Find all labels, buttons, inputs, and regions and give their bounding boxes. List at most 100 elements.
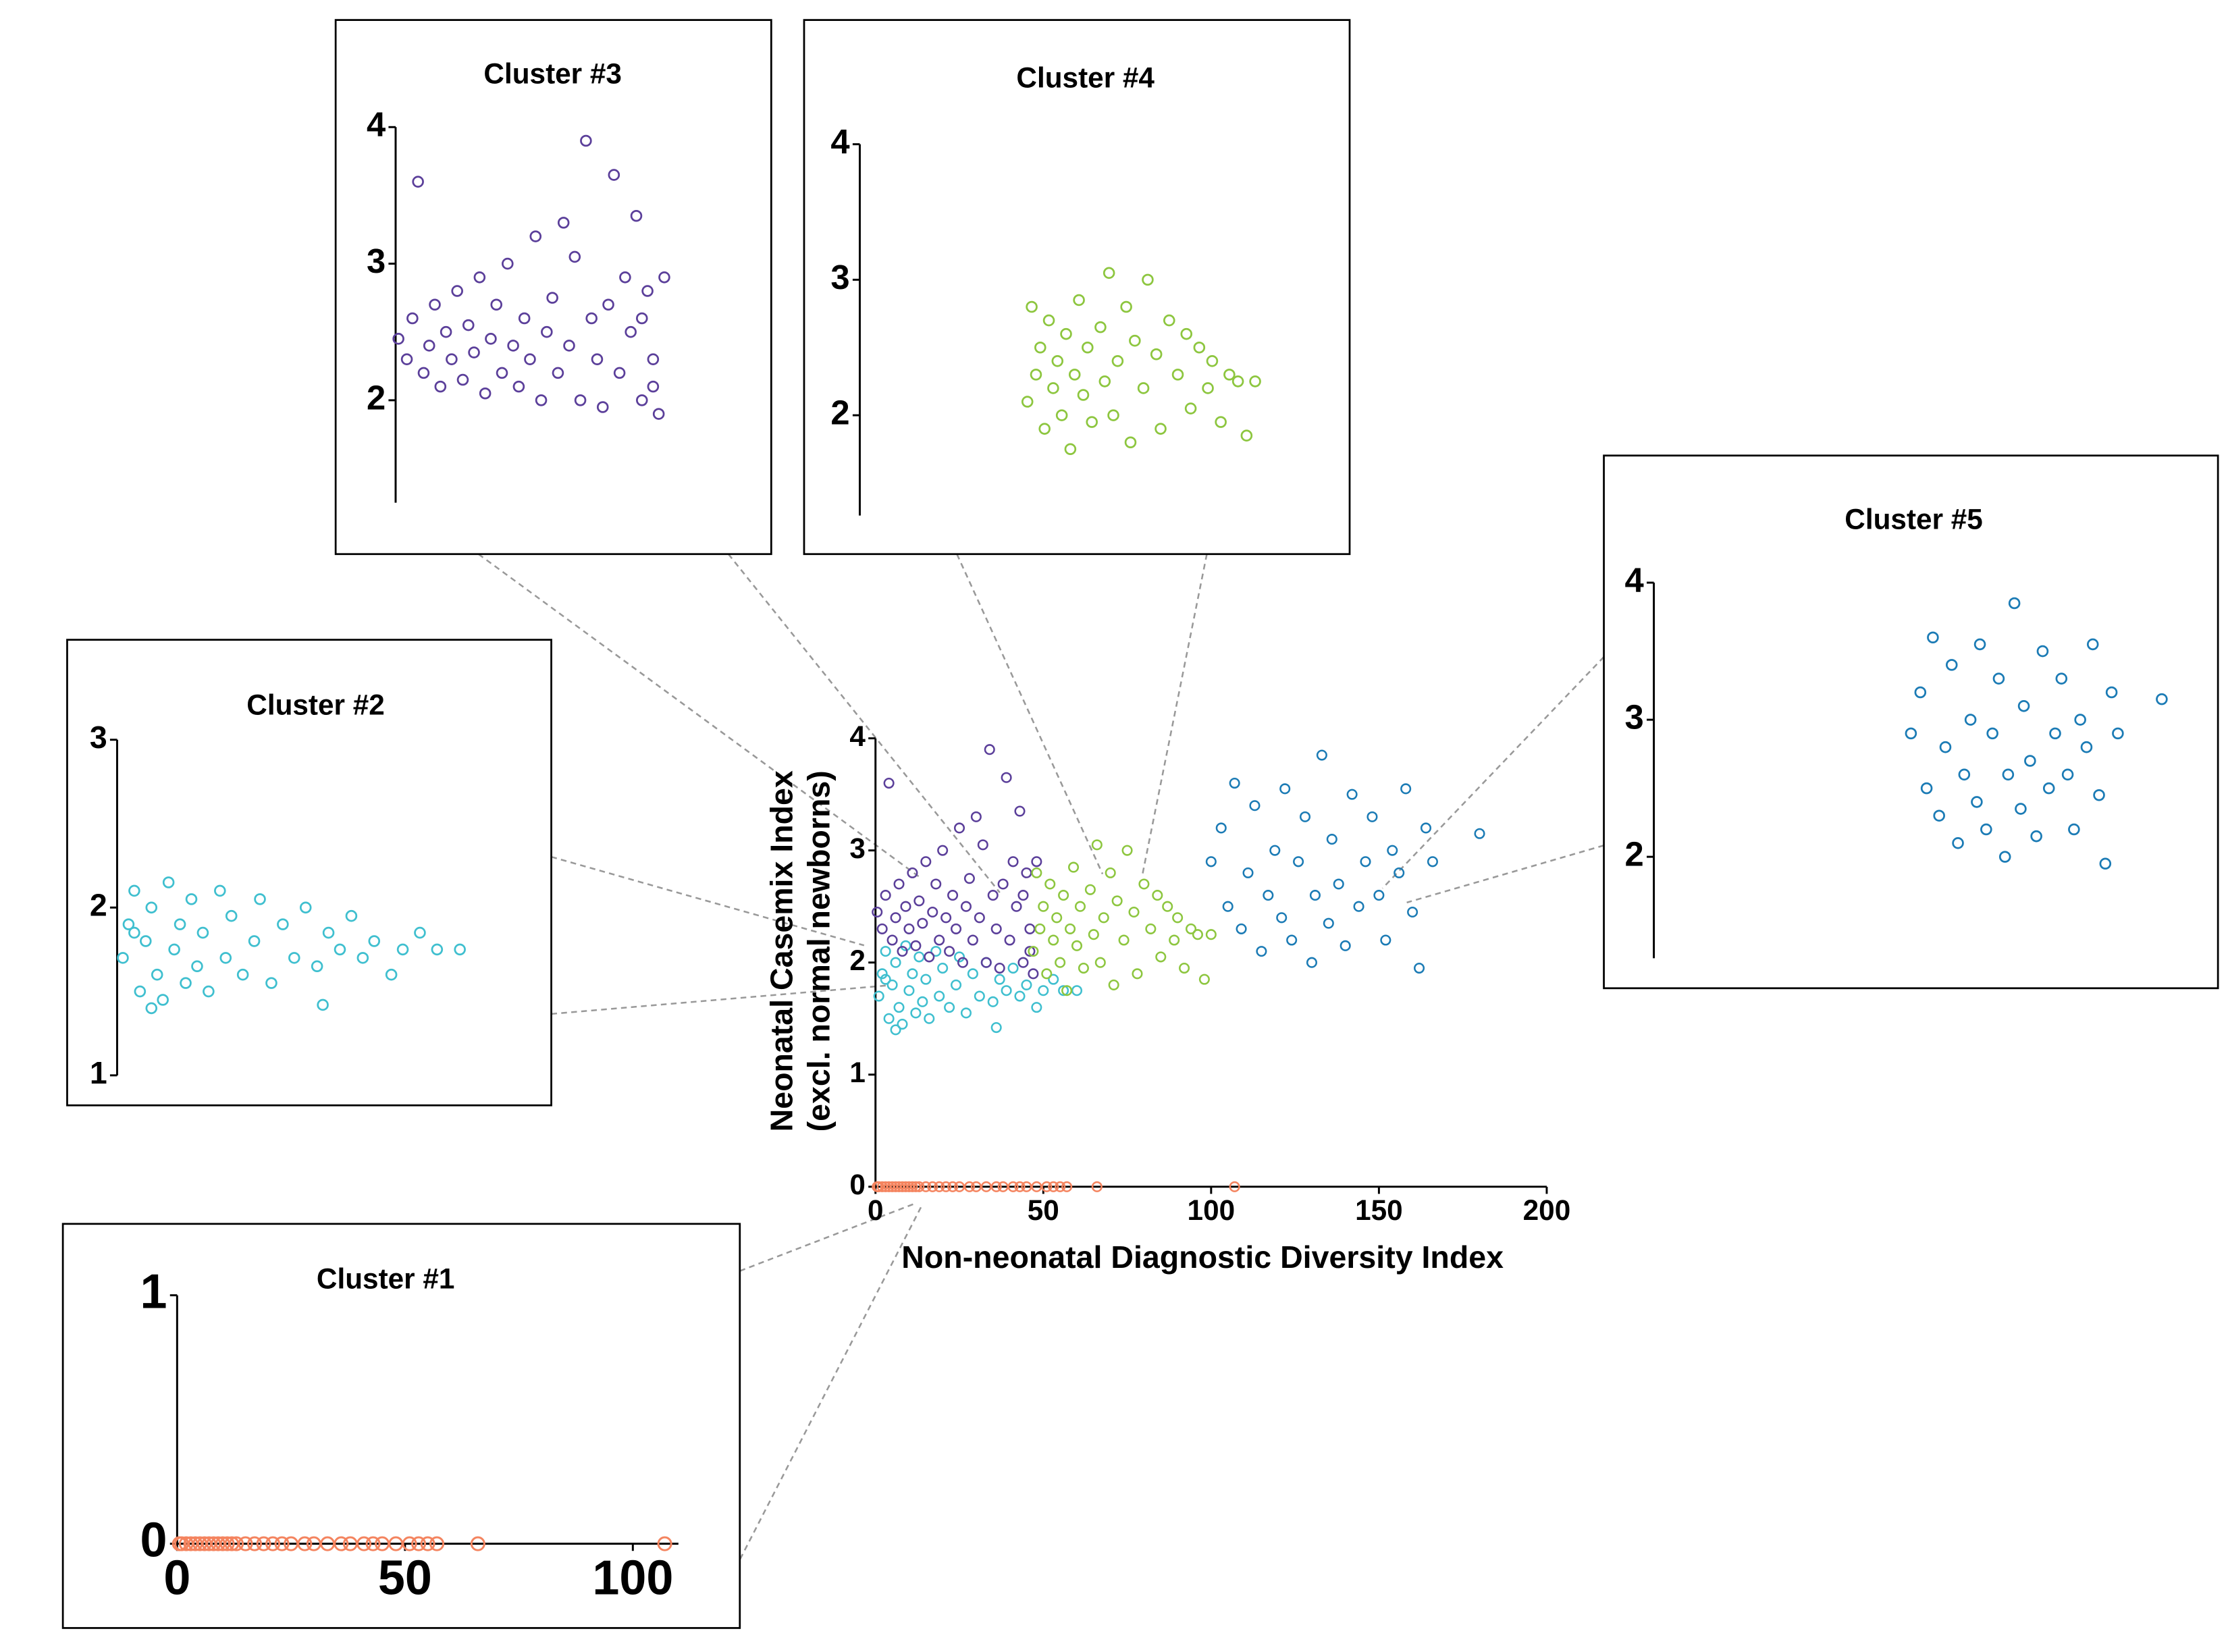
- point: [151, 968, 163, 981]
- point: [934, 934, 945, 946]
- point: [886, 1181, 898, 1192]
- point: [900, 1181, 911, 1192]
- point: [893, 1181, 905, 1192]
- point: [994, 962, 1005, 974]
- point: [1306, 957, 1318, 968]
- point: [930, 946, 942, 957]
- point: [1007, 1181, 1019, 1192]
- point: [1071, 940, 1083, 951]
- point: [1061, 985, 1073, 996]
- point: [873, 1181, 884, 1192]
- point: [1180, 327, 1193, 340]
- point: [1031, 856, 1042, 868]
- point: [2024, 755, 2036, 767]
- point: [1263, 890, 1274, 901]
- point: [180, 977, 192, 989]
- point: [970, 811, 982, 822]
- point: [910, 1181, 922, 1192]
- point: [580, 134, 592, 147]
- point: [1185, 923, 1197, 934]
- point: [417, 367, 430, 379]
- point: [1971, 796, 1983, 808]
- point: [657, 1536, 672, 1551]
- point: [507, 340, 519, 352]
- point: [265, 1536, 281, 1551]
- point: [1091, 839, 1103, 851]
- point: [880, 974, 891, 985]
- point: [920, 974, 932, 985]
- point: [1031, 1002, 1042, 1013]
- y-tick-label: 1: [849, 1057, 866, 1088]
- point: [128, 884, 140, 897]
- chart-title: Cluster #5: [1845, 503, 1983, 535]
- point: [1004, 934, 1015, 946]
- point: [1051, 355, 1064, 367]
- point: [468, 346, 480, 358]
- connector: [1142, 554, 1208, 874]
- point: [1231, 375, 1244, 388]
- series: [1028, 839, 1217, 996]
- y-tick-label: 3: [367, 242, 386, 280]
- point: [953, 951, 965, 963]
- point: [1048, 1181, 1059, 1192]
- x-tick-label: 150: [1355, 1194, 1403, 1226]
- point: [930, 878, 942, 890]
- point: [1998, 851, 2011, 863]
- point: [990, 923, 1002, 934]
- point: [934, 1181, 945, 1192]
- point: [1014, 805, 1026, 817]
- point: [984, 744, 995, 755]
- point: [574, 394, 587, 406]
- series: [171, 1536, 672, 1551]
- x-tick-label: 200: [1523, 1194, 1571, 1226]
- point: [512, 380, 525, 393]
- point: [1155, 951, 1167, 963]
- point: [414, 926, 426, 939]
- point: [1914, 686, 1927, 699]
- point: [608, 169, 620, 181]
- point: [185, 893, 198, 905]
- point: [1316, 749, 1327, 761]
- point: [652, 408, 665, 420]
- x-tick-label: 0: [163, 1551, 190, 1605]
- point: [1400, 783, 1412, 795]
- point: [1474, 828, 1485, 839]
- point: [1105, 867, 1116, 878]
- series: [117, 876, 466, 1015]
- y-tick-label: 4: [830, 122, 849, 161]
- point: [1360, 856, 1371, 868]
- point: [297, 1536, 313, 1551]
- x-tick-label: 50: [378, 1551, 432, 1605]
- point: [529, 230, 542, 242]
- point: [913, 951, 925, 963]
- point: [1067, 861, 1080, 873]
- point: [1905, 727, 1917, 740]
- point: [873, 990, 884, 1002]
- point: [2074, 714, 2086, 726]
- point: [145, 1002, 158, 1015]
- series: [1905, 597, 2168, 870]
- point: [893, 1002, 905, 1013]
- point: [535, 394, 548, 406]
- point: [479, 387, 492, 400]
- point: [997, 878, 1009, 890]
- point: [1007, 856, 1019, 868]
- point: [1055, 409, 1068, 421]
- point: [910, 1007, 922, 1019]
- point: [1108, 979, 1119, 990]
- point: [1952, 837, 1964, 849]
- point: [920, 856, 932, 868]
- point: [2112, 727, 2124, 740]
- point: [1279, 783, 1291, 795]
- point: [886, 934, 898, 946]
- point: [157, 994, 169, 1006]
- point: [174, 918, 186, 930]
- point: [934, 990, 945, 1002]
- point: [274, 1536, 290, 1551]
- point: [1276, 912, 1288, 924]
- point: [1223, 369, 1236, 381]
- inset-chart: Cluster #2 1 2 3: [66, 639, 552, 1107]
- point: [423, 340, 435, 352]
- point: [219, 1536, 235, 1551]
